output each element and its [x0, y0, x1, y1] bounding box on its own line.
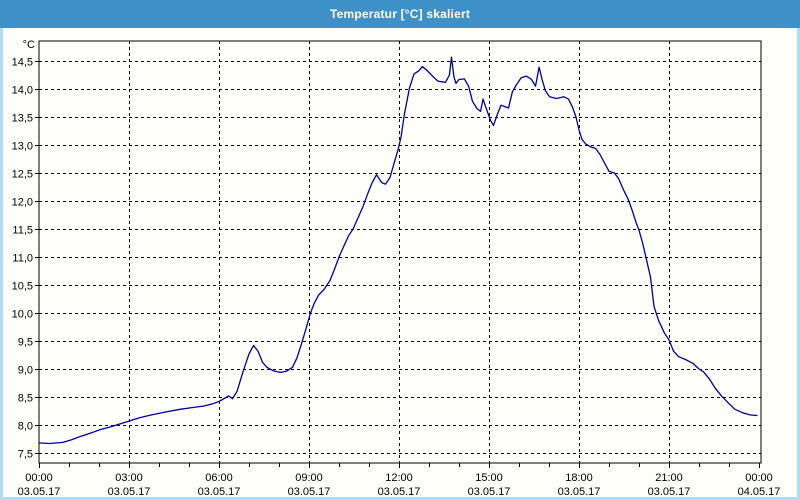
y-tick-label: 11,0 [12, 253, 33, 265]
x-tick-date-label: 03.05.17 [648, 486, 691, 497]
x-tick-date-label: 03.05.17 [108, 486, 151, 497]
chart-title-bar: Temperatur [°C] skaliert [0, 0, 800, 28]
x-tick-time-label: 21:00 [655, 472, 683, 484]
x-tick-date-label: 03.05.17 [378, 486, 421, 497]
x-tick-date-label: 04.05.17 [738, 486, 781, 497]
x-tick-date-label: 03.05.17 [18, 486, 61, 497]
x-tick-date-label: 03.05.17 [198, 486, 241, 497]
temperature-chart: 7,5 8,0 8,5 9,0 9,5 10,0 10,5 11,0 11,5 12,0 12,5 1… [12, 39, 781, 497]
x-tick-time-label: 15:00 [475, 472, 503, 484]
y-tick-label: 9,5 [18, 337, 33, 349]
x-tick-date-label: 03.05.17 [468, 486, 511, 497]
y-axis-unit-label: °C [23, 39, 35, 51]
y-tick-label: 12,0 [12, 197, 33, 209]
x-tick-date-label: 03.05.17 [558, 486, 601, 497]
chart-title: Temperatur [°C] skaliert [329, 7, 471, 21]
y-tick-label: 12,5 [12, 169, 33, 181]
y-tick-label: 14,0 [12, 85, 33, 97]
x-tick-time-label: 06:00 [205, 472, 233, 484]
temperature-series-line [38, 56, 758, 445]
x-tick-time-label: 00:00 [25, 472, 53, 484]
x-tick-time-label: 09:00 [295, 472, 323, 484]
y-tick-label: 13,0 [12, 141, 33, 153]
y-tick-label: 14,5 [12, 57, 33, 69]
y-tick-label: 7,5 [18, 449, 33, 461]
y-tick-label: 13,5 [12, 113, 33, 125]
y-tick-label: 10,0 [12, 309, 33, 321]
x-tick-time-label: 18:00 [565, 472, 593, 484]
y-tick-label: 11,5 [12, 225, 33, 237]
x-tick-time-label: 12:00 [385, 472, 413, 484]
x-tick-time-label: 03:00 [115, 472, 143, 484]
x-tick-date-label: 03.05.17 [288, 486, 331, 497]
chart-area: 7,5 8,0 8,5 9,0 9,5 10,0 10,5 11,0 11,5 12,0 12,5 1… [3, 28, 797, 497]
y-tick-label: 9,0 [18, 365, 33, 377]
x-tick-time-label: 00:00 [745, 472, 773, 484]
y-tick-label: 8,0 [18, 421, 33, 433]
y-tick-label: 8,5 [18, 393, 33, 405]
y-tick-label: 10,5 [12, 281, 33, 293]
